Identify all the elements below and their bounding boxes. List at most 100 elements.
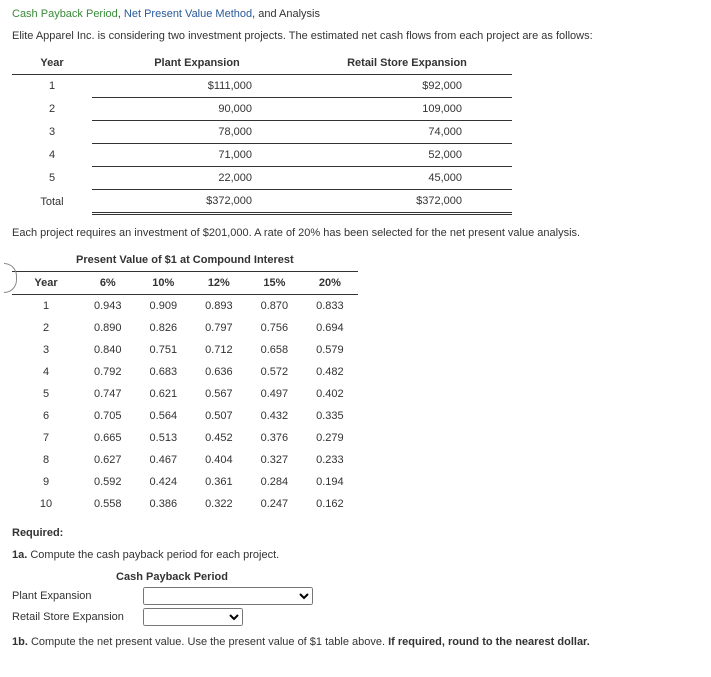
cashflow-table: Year Plant Expansion Retail Store Expans… xyxy=(12,52,512,215)
pv-cell: 0.705 xyxy=(80,405,136,427)
table-row-total: Total$372,000$372,000 xyxy=(12,190,512,214)
required-label: Required: xyxy=(12,527,699,539)
cell-plant: $372,000 xyxy=(92,190,302,214)
pv-header: 20% xyxy=(302,272,358,295)
table-row: 40.7920.6830.6360.5720.482 xyxy=(12,361,358,383)
table-row: 522,00045,000 xyxy=(12,167,512,190)
table-row: 10.9430.9090.8930.8700.833 xyxy=(12,295,358,318)
cell-retail: 52,000 xyxy=(302,144,512,167)
title-part-1: Cash Payback Period xyxy=(12,8,118,20)
pv-cell: 0.404 xyxy=(191,449,247,471)
table-row: 290,000109,000 xyxy=(12,98,512,121)
pv-cell: 0.592 xyxy=(80,471,136,493)
pv-cell: 0.558 xyxy=(80,493,136,515)
cell-year: Total xyxy=(12,190,92,214)
pv-cell: 0.513 xyxy=(136,427,192,449)
cashflow-header-plant: Plant Expansion xyxy=(92,52,302,75)
table-row: 378,00074,000 xyxy=(12,121,512,144)
table-row: 70.6650.5130.4520.3760.279 xyxy=(12,427,358,449)
payback-label-retail: Retail Store Expansion xyxy=(12,611,137,623)
pv-cell: 9 xyxy=(12,471,80,493)
pv-cell: 0.322 xyxy=(191,493,247,515)
table-row: 30.8400.7510.7120.6580.579 xyxy=(12,339,358,361)
pv-header: 6% xyxy=(80,272,136,295)
pv-cell: 3 xyxy=(12,339,80,361)
table-row: 50.7470.6210.5670.4970.402 xyxy=(12,383,358,405)
pv-cell: 0.335 xyxy=(302,405,358,427)
cashflow-header-retail: Retail Store Expansion xyxy=(302,52,512,75)
table-row: 90.5920.4240.3610.2840.194 xyxy=(12,471,358,493)
pv-cell: 0.507 xyxy=(191,405,247,427)
pv-cell: 4 xyxy=(12,361,80,383)
pv-cell: 0.162 xyxy=(302,493,358,515)
pv-cell: 0.567 xyxy=(191,383,247,405)
pv-cell: 8 xyxy=(12,449,80,471)
cell-retail: $372,000 xyxy=(302,190,512,214)
pv-cell: 0.694 xyxy=(302,317,358,339)
pv-cell: 0.909 xyxy=(136,295,192,318)
pv-cell: 0.658 xyxy=(247,339,303,361)
pv-cell: 0.665 xyxy=(80,427,136,449)
cell-year: 5 xyxy=(12,167,92,190)
pv-table: Present Value of $1 at Compound Interest… xyxy=(12,249,358,515)
payback-select-plant[interactable] xyxy=(143,587,313,605)
pv-cell: 0.467 xyxy=(136,449,192,471)
pv-cell: 0.564 xyxy=(136,405,192,427)
pv-cell: 0.833 xyxy=(302,295,358,318)
cell-retail: 74,000 xyxy=(302,121,512,144)
cell-plant: 78,000 xyxy=(92,121,302,144)
pv-cell: 0.751 xyxy=(136,339,192,361)
pv-cell: 6 xyxy=(12,405,80,427)
pv-cell: 0.327 xyxy=(247,449,303,471)
pv-cell: 0.279 xyxy=(302,427,358,449)
pv-cell: 0.452 xyxy=(191,427,247,449)
mid-text: Each project requires an investment of $… xyxy=(12,227,699,239)
pv-header: Year xyxy=(12,272,80,295)
table-row: 60.7050.5640.5070.4320.335 xyxy=(12,405,358,427)
pv-cell: 0.893 xyxy=(191,295,247,318)
pv-cell: 0.712 xyxy=(191,339,247,361)
pv-cell: 0.194 xyxy=(302,471,358,493)
question-1a: 1a. Compute the cash payback period for … xyxy=(12,549,699,561)
pv-cell: 0.572 xyxy=(247,361,303,383)
pv-cell: 0.482 xyxy=(302,361,358,383)
pv-cell: 0.756 xyxy=(247,317,303,339)
cell-retail: $92,000 xyxy=(302,75,512,98)
pv-cell: 0.376 xyxy=(247,427,303,449)
pv-cell: 0.621 xyxy=(136,383,192,405)
pv-cell: 5 xyxy=(12,383,80,405)
pv-header: 12% xyxy=(191,272,247,295)
page-title: Cash Payback Period, Net Present Value M… xyxy=(12,8,699,20)
pv-cell: 0.870 xyxy=(247,295,303,318)
cell-plant: $111,000 xyxy=(92,75,302,98)
table-row: 80.6270.4670.4040.3270.233 xyxy=(12,449,358,471)
pv-cell: 0.636 xyxy=(191,361,247,383)
pv-cell: 0.840 xyxy=(80,339,136,361)
pv-cell: 0.432 xyxy=(247,405,303,427)
pv-cell: 0.579 xyxy=(302,339,358,361)
pv-cell: 0.826 xyxy=(136,317,192,339)
cell-year: 1 xyxy=(12,75,92,98)
pv-cell: 0.424 xyxy=(136,471,192,493)
pv-header: 10% xyxy=(136,272,192,295)
pv-cell: 0.497 xyxy=(247,383,303,405)
cell-year: 2 xyxy=(12,98,92,121)
pv-cell: 0.792 xyxy=(80,361,136,383)
table-row: 1$111,000$92,000 xyxy=(12,75,512,98)
question-1b: 1b. Compute the net present value. Use t… xyxy=(12,636,699,648)
pv-cell: 0.284 xyxy=(247,471,303,493)
cell-year: 3 xyxy=(12,121,92,144)
cell-plant: 71,000 xyxy=(92,144,302,167)
cell-retail: 45,000 xyxy=(302,167,512,190)
pv-cell: 2 xyxy=(12,317,80,339)
pv-cell: 0.683 xyxy=(136,361,192,383)
title-part-2: Net Present Value Method xyxy=(124,8,252,20)
payback-select-retail[interactable] xyxy=(143,608,243,626)
pv-cell: 7 xyxy=(12,427,80,449)
payback-header: Cash Payback Period xyxy=(12,571,332,583)
pv-cell: 0.890 xyxy=(80,317,136,339)
pv-cell: 0.797 xyxy=(191,317,247,339)
cell-retail: 109,000 xyxy=(302,98,512,121)
table-row: 20.8900.8260.7970.7560.694 xyxy=(12,317,358,339)
pv-cell: 0.386 xyxy=(136,493,192,515)
